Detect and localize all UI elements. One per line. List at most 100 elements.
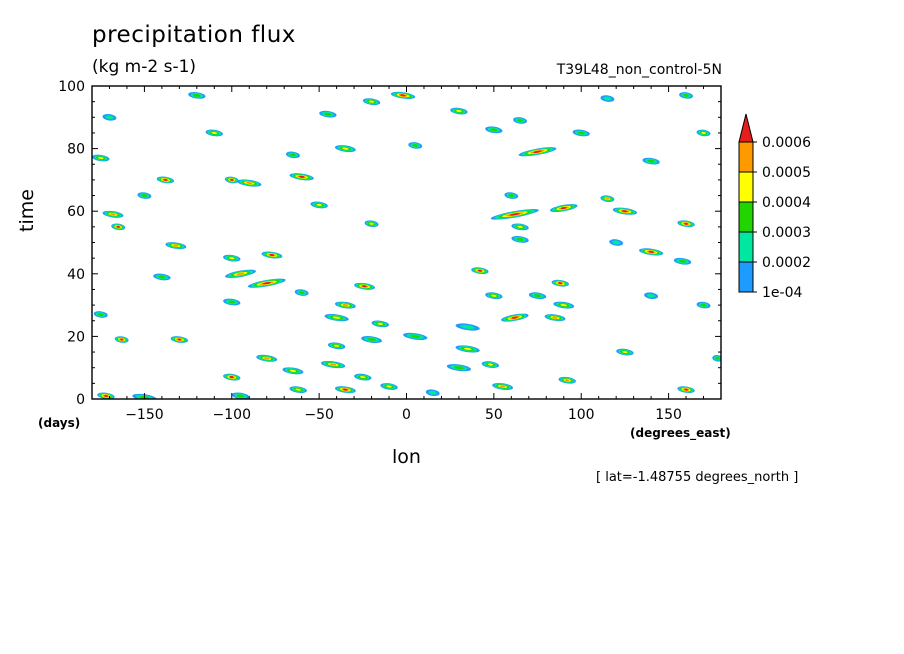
precip-blob-70-level-2 bbox=[647, 159, 655, 163]
colorbar-segment bbox=[738, 261, 754, 293]
x-tick-label: −50 bbox=[304, 407, 334, 423]
precip-blob-53-level-5 bbox=[684, 222, 688, 225]
precip-blob-52-level-5 bbox=[116, 225, 120, 228]
colorbar-arrow bbox=[738, 113, 754, 143]
precip-blob-49-level-4 bbox=[173, 244, 179, 247]
dataset-label: T39L48_non_control-5N bbox=[556, 62, 722, 78]
precip-blob-66-level-5 bbox=[299, 175, 305, 178]
precip-blob-3-level-3 bbox=[295, 388, 301, 391]
precip-blob-13-level-3 bbox=[360, 376, 366, 379]
precip-blob-71-level-3 bbox=[342, 147, 349, 150]
colorbar-label: 0.0006 bbox=[762, 135, 811, 151]
precip-blob-73-level-2 bbox=[290, 153, 296, 157]
latitude-footer: [ lat=-1.48755 degrees_north ] bbox=[596, 470, 799, 485]
precip-blob-51-level-2 bbox=[516, 237, 524, 241]
precip-blob-36-level-2 bbox=[533, 294, 542, 298]
y-tick-label: 80 bbox=[67, 142, 85, 158]
precip-blob-30-level-2 bbox=[97, 313, 104, 316]
precip-blob-22-level-5 bbox=[177, 338, 182, 341]
precip-blob-83-level-2 bbox=[683, 94, 689, 97]
precip-blob-8-level-4 bbox=[564, 379, 570, 382]
precip-blob-84-level-3 bbox=[368, 100, 375, 103]
precip-blob-34-level-2 bbox=[228, 300, 236, 304]
contour-field bbox=[92, 91, 721, 399]
precip-blob-11-level-3 bbox=[289, 369, 297, 372]
precip-blob-37-level-1 bbox=[647, 293, 656, 298]
precip-blob-16-level-3 bbox=[622, 350, 628, 354]
precip-blob-10-level-5 bbox=[229, 376, 234, 379]
precip-blob-69-level-3 bbox=[97, 156, 104, 160]
y-tick-label: 60 bbox=[67, 204, 85, 220]
precip-blob-62-level-2 bbox=[508, 194, 515, 197]
colorbar-label: 1e-04 bbox=[762, 285, 802, 301]
precip-blob-58-level-5 bbox=[622, 210, 628, 213]
precip-blob-23-level-2 bbox=[367, 338, 376, 341]
colorbar-label: 0.0002 bbox=[762, 255, 811, 271]
x-tick-label: 150 bbox=[655, 407, 682, 423]
precip-blob-35-level-3 bbox=[491, 294, 497, 297]
y-tick-label: 20 bbox=[67, 329, 85, 345]
precip-blob-78-level-3 bbox=[456, 109, 462, 113]
precip-blob-21-level-5 bbox=[120, 338, 124, 341]
x-tick-label: −100 bbox=[213, 407, 251, 423]
precip-blob-59-level-4 bbox=[110, 213, 116, 216]
chart-units: (kg m-2 s-1) bbox=[92, 57, 197, 77]
precip-blob-38-level-2 bbox=[298, 291, 305, 294]
precip-blob-12-level-4 bbox=[329, 363, 337, 366]
x-tick-label: 50 bbox=[485, 407, 503, 423]
y-axis-units: (days) bbox=[38, 416, 81, 430]
precip-blob-19-level-3 bbox=[333, 344, 340, 347]
chart-title: precipitation flux bbox=[92, 22, 296, 48]
x-tick-label: 100 bbox=[568, 407, 595, 423]
precip-blob-31-level-4 bbox=[342, 304, 349, 307]
precip-blob-32-level-3 bbox=[560, 303, 568, 307]
precip-blob-44-level-2 bbox=[158, 275, 166, 279]
precip-blob-61-level-4 bbox=[605, 197, 610, 200]
y-tick-label: 100 bbox=[58, 79, 85, 95]
precip-blob-17-level-2 bbox=[715, 356, 720, 360]
precip-blob-60-level-3 bbox=[316, 203, 322, 207]
precip-blob-40-level-4 bbox=[236, 272, 245, 276]
precip-blob-50-level-1 bbox=[612, 240, 621, 245]
precip-blob-5-level-3 bbox=[386, 385, 392, 388]
precip-blob-39-level-5 bbox=[262, 281, 271, 285]
colorbar-segment bbox=[738, 201, 754, 233]
precip-blob-48-level-5 bbox=[648, 250, 654, 253]
x-axis-units: (degrees_east) bbox=[630, 426, 731, 440]
precip-blob-20-level-3 bbox=[463, 347, 472, 351]
precip-blob-33-level-2 bbox=[700, 303, 707, 307]
precip-blob-82-level-2 bbox=[193, 93, 201, 97]
precip-blob-76-level-3 bbox=[701, 131, 706, 135]
precip-blob-45-level-3 bbox=[229, 257, 235, 260]
precip-blob-64-level-5 bbox=[163, 178, 168, 181]
colorbar-segment bbox=[738, 171, 754, 203]
precip-blob-29-level-4 bbox=[552, 316, 558, 319]
colorbar-segment bbox=[738, 231, 754, 263]
colorbar-label: 0.0004 bbox=[762, 195, 811, 211]
precip-blob-55-level-3 bbox=[369, 222, 374, 225]
precip-blob-24-level-2 bbox=[410, 334, 421, 338]
precip-blob-72-level-2 bbox=[412, 144, 419, 147]
precip-blob-18-level-4 bbox=[264, 357, 270, 360]
precip-blob-25-level-1 bbox=[460, 324, 475, 330]
y-tick-label: 40 bbox=[67, 267, 85, 283]
y-tick-label: 0 bbox=[76, 392, 85, 408]
precip-blob-67-level-5 bbox=[230, 178, 234, 181]
precip-blob-56-level-5 bbox=[509, 212, 521, 216]
precip-blob-28-level-5 bbox=[511, 316, 518, 319]
colorbar-label: 0.0005 bbox=[762, 165, 811, 181]
precip-blob-9-level-5 bbox=[684, 388, 688, 391]
precip-blob-47-level-2 bbox=[678, 259, 687, 263]
precip-blob-85-level-1 bbox=[603, 96, 612, 101]
precip-blob-80-level-2 bbox=[324, 112, 332, 116]
precip-blob-63-level-2 bbox=[141, 194, 148, 197]
precip-blob-2-level-2 bbox=[236, 394, 245, 398]
precip-blob-14-level-2 bbox=[453, 366, 464, 370]
x-axis-label: lon bbox=[392, 446, 421, 468]
precip-blob-81-level-5 bbox=[400, 94, 406, 97]
precip-blob-57-level-5 bbox=[560, 206, 567, 210]
precip-blob-68-level-5 bbox=[533, 150, 542, 153]
precip-blob-15-level-3 bbox=[487, 363, 494, 366]
x-tick-label: −150 bbox=[125, 407, 163, 423]
precip-blob-77-level-2 bbox=[490, 128, 498, 132]
